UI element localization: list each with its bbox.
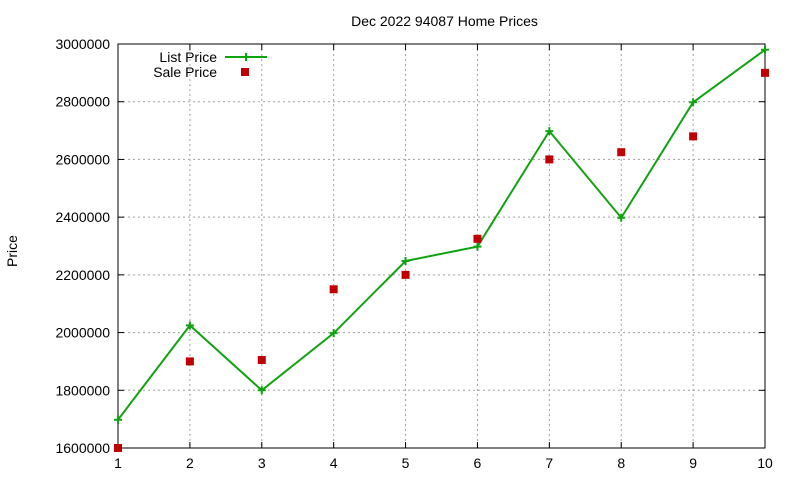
y-tick-label: 2200000 xyxy=(55,267,110,283)
y-tick-labels: 1600000 1800000 2000000 2200000 2400000 26000… xyxy=(55,36,110,456)
y-tick-label: 1800000 xyxy=(55,382,110,398)
series-layer xyxy=(114,45,769,452)
series-1 xyxy=(114,68,769,452)
x-tick-label: 8 xyxy=(617,455,625,471)
x-tick-label: 7 xyxy=(545,455,553,471)
x-tick-label: 10 xyxy=(757,455,773,471)
series-line xyxy=(117,48,766,421)
y-tick-label: 2000000 xyxy=(55,325,110,341)
x-tick-label: 5 xyxy=(402,455,410,471)
data-point xyxy=(401,257,410,266)
data-point xyxy=(185,357,194,366)
chart-title: Dec 2022 94087 Home Prices xyxy=(351,13,538,29)
y-tick-label: 2800000 xyxy=(55,94,110,110)
plot-area-border xyxy=(117,43,766,449)
data-point xyxy=(185,321,194,330)
legend-label: List Price xyxy=(159,49,217,65)
data-point xyxy=(257,355,266,364)
grid-lines xyxy=(118,44,765,448)
legend-marker xyxy=(242,53,250,61)
data-point xyxy=(257,386,266,395)
y-tick-label: 2600000 xyxy=(55,151,110,167)
data-point xyxy=(545,127,554,136)
y-tick-label: 3000000 xyxy=(55,36,110,52)
data-point xyxy=(473,234,482,243)
data-point xyxy=(761,45,769,54)
data-point xyxy=(689,98,698,107)
x-tick-label: 9 xyxy=(689,455,697,471)
x-tick-label: 3 xyxy=(258,455,266,471)
axis-ticks xyxy=(117,43,766,449)
data-point xyxy=(329,329,338,338)
y-tick-label: 2400000 xyxy=(55,209,110,225)
data-point xyxy=(545,155,554,164)
data-point xyxy=(689,132,698,141)
data-point xyxy=(761,68,769,77)
data-point xyxy=(401,270,410,279)
data-point xyxy=(617,148,626,157)
legend-marker xyxy=(241,68,249,76)
data-point xyxy=(617,213,626,222)
x-tick-label: 1 xyxy=(114,455,122,471)
x-tick-label: 4 xyxy=(330,455,338,471)
x-tick-label: 6 xyxy=(474,455,482,471)
data-point xyxy=(114,444,122,452)
y-tick-label: 1600000 xyxy=(55,440,110,456)
data-point xyxy=(329,285,338,294)
series-0 xyxy=(114,45,769,424)
x-tick-labels: 1 2 3 4 5 6 7 8 9 10 xyxy=(114,455,773,471)
x-tick-label: 2 xyxy=(186,455,194,471)
data-point xyxy=(473,242,482,251)
data-point xyxy=(114,415,122,424)
y-axis-label: Price xyxy=(4,235,20,267)
legend-label: Sale Price xyxy=(153,64,217,80)
